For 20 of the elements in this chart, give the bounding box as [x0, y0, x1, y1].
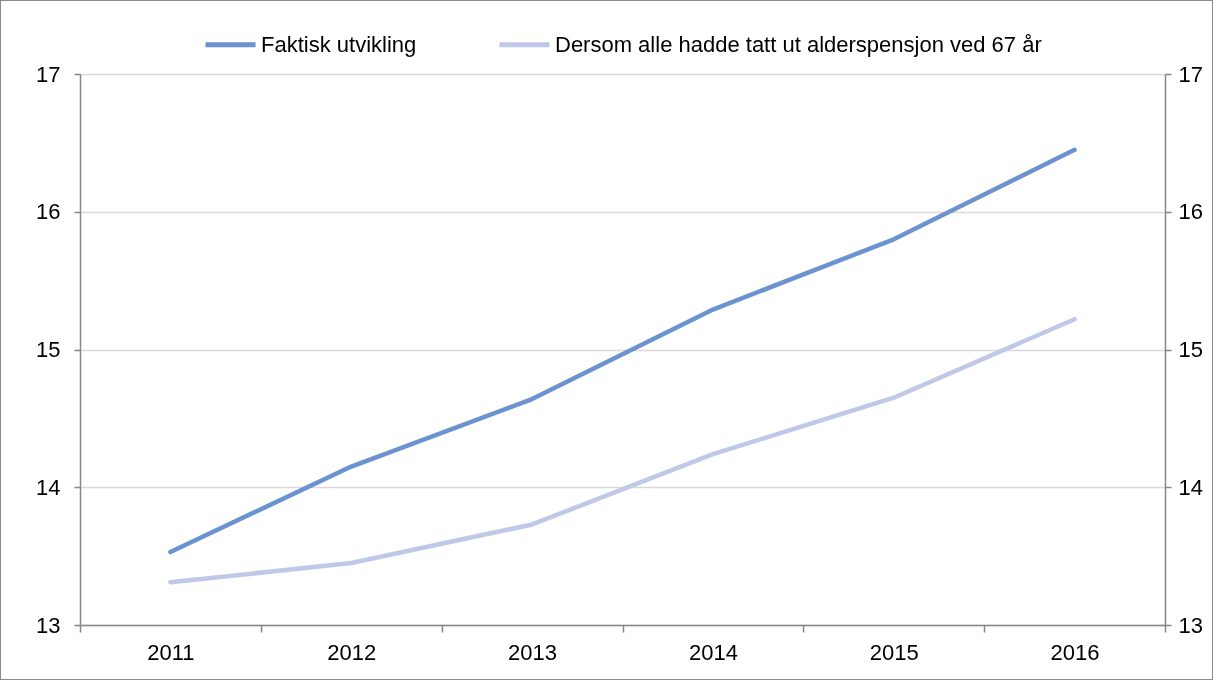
y2-tick-label: 17: [1178, 61, 1203, 87]
x-tick-label: 2015: [869, 639, 919, 665]
y2-tick-label: 16: [1178, 199, 1203, 225]
legend-label: Dersom alle hadde tatt ut alderspensjon ved 67 år: [555, 31, 1042, 57]
y-tick-label: 15: [36, 337, 61, 362]
y2-tick-label: 15: [1178, 337, 1203, 362]
x-tick-label: 2012: [327, 639, 377, 665]
x-tick-label: 2014: [688, 639, 738, 665]
legend-label: Faktisk utvikling: [261, 31, 417, 57]
y2-tick-label: 14: [1178, 474, 1203, 500]
x-tick-label: 2013: [508, 639, 558, 665]
x-tick-label: 2016: [1050, 639, 1100, 665]
line-series: [168, 316, 1077, 585]
y-tick-label: 13: [36, 612, 61, 638]
y-tick-label: 17: [36, 61, 61, 87]
y-tick-label: 16: [36, 199, 61, 225]
y-tick-label: 14: [36, 474, 61, 500]
line-series: [168, 147, 1077, 555]
x-tick-label: 2011: [147, 639, 195, 665]
y2-tick-label: 13: [1178, 612, 1203, 638]
